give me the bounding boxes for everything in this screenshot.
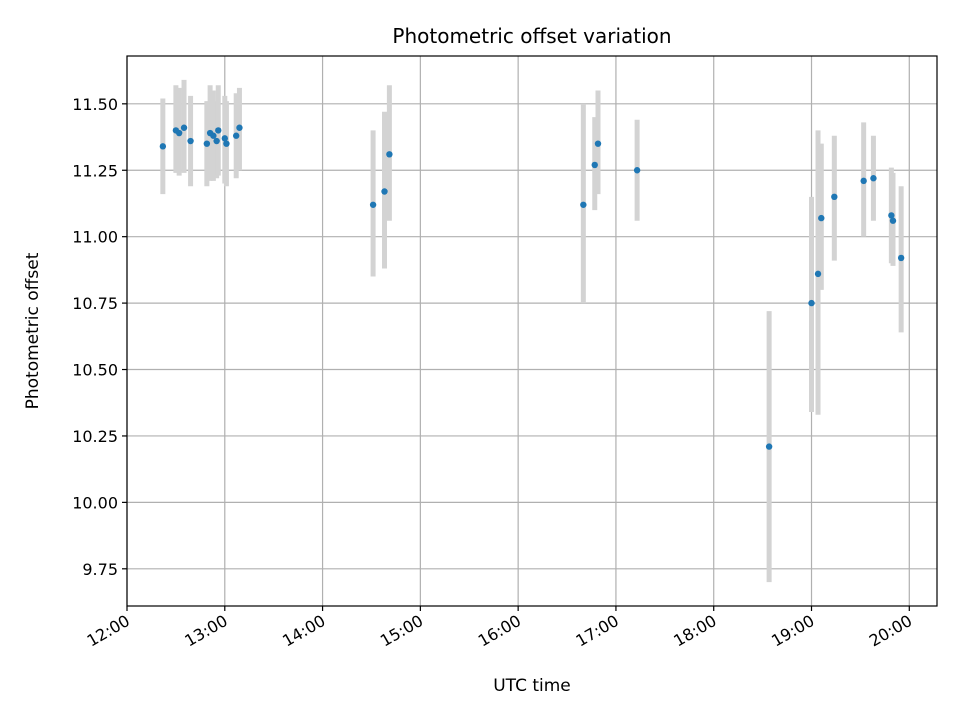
data-point <box>369 201 377 208</box>
data-point <box>175 129 183 137</box>
data-point <box>159 143 167 150</box>
data-point <box>210 132 217 139</box>
data-point <box>215 127 222 134</box>
y-axis-label: Photometric offset <box>23 252 43 409</box>
data-point <box>594 140 602 147</box>
y-tick-label: 10.75 <box>72 294 118 313</box>
data-point <box>236 124 243 131</box>
y-tick-label: 9.75 <box>82 560 118 579</box>
y-tick-label: 11.50 <box>72 95 118 114</box>
data-point <box>888 212 895 219</box>
data-point <box>386 151 393 158</box>
chart-title: Photometric offset variation <box>392 24 671 48</box>
data-point <box>818 214 825 222</box>
data-point <box>814 270 822 278</box>
y-tick-label: 10.00 <box>72 493 118 512</box>
data-point <box>203 140 211 147</box>
plot-frame <box>126 55 938 607</box>
y-tick-label: 10.50 <box>72 361 118 380</box>
data-point <box>808 299 815 307</box>
data-point <box>223 140 230 147</box>
y-tick-label: 10.25 <box>72 427 118 446</box>
data-point <box>633 167 641 174</box>
data-point <box>232 132 240 139</box>
data-point <box>213 137 220 145</box>
data-point <box>897 254 905 262</box>
data-point <box>180 124 188 131</box>
data-point <box>831 193 838 201</box>
y-tick-label: 11.25 <box>72 161 118 180</box>
data-point <box>591 161 598 169</box>
data-point <box>187 137 194 145</box>
data-point <box>221 135 228 142</box>
x-axis-label: UTC time <box>493 676 571 696</box>
data-point <box>765 443 773 450</box>
data-point <box>580 201 587 208</box>
y-ticks: 9.75 10.00 10.25 10.50 10.75 11.00 11.25 11.50 <box>72 95 127 579</box>
grid <box>126 56 937 606</box>
data-point <box>860 177 867 185</box>
points <box>159 124 905 450</box>
y-tick-label: 11.00 <box>72 228 118 247</box>
data-point <box>870 175 877 182</box>
data-point <box>889 217 897 224</box>
data-point <box>381 188 388 195</box>
